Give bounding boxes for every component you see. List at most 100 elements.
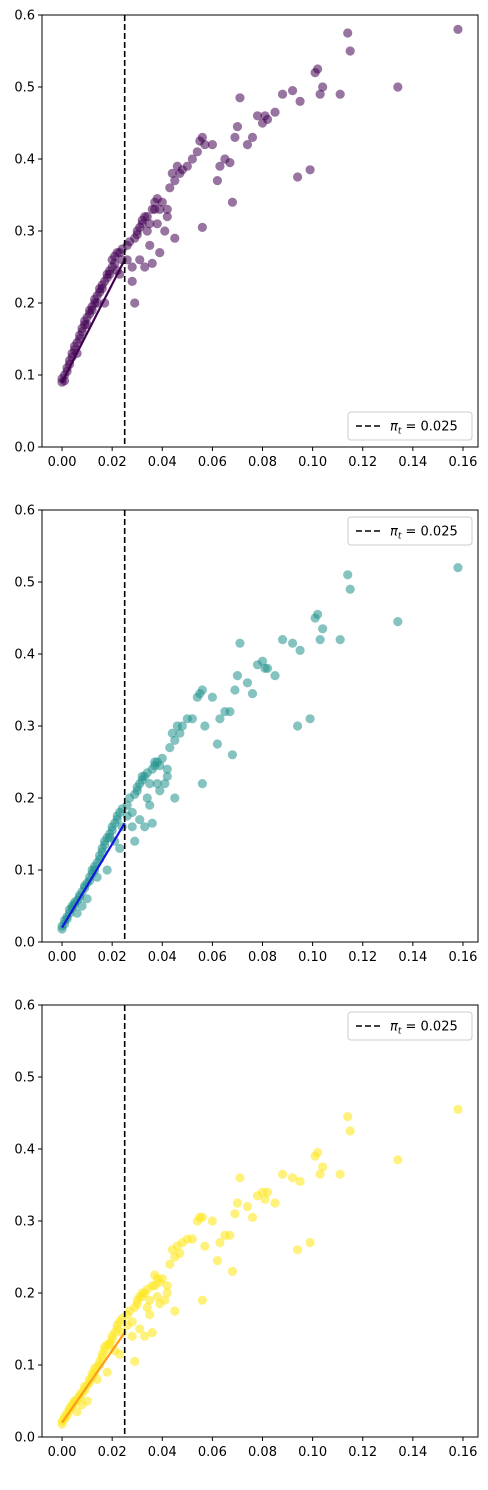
scatter-point: [140, 1331, 150, 1341]
x-tick-label: 0.12: [348, 1445, 377, 1460]
legend-box: [347, 1011, 473, 1041]
y-tick-label: 0.1: [14, 1359, 35, 1374]
scatter-point: [207, 140, 217, 150]
scatter-point: [182, 161, 192, 171]
scatter-point: [318, 82, 328, 92]
scatter-point: [295, 1176, 305, 1186]
y-tick-label: 0.5: [14, 576, 35, 591]
scatter-point: [142, 793, 152, 803]
scatter-point: [343, 570, 353, 580]
scatter-point: [145, 219, 155, 229]
scatter-point: [130, 298, 140, 308]
scatter-point: [162, 212, 172, 222]
scatter-point: [393, 82, 403, 92]
y-tick-label: 0.1: [14, 369, 35, 384]
scatter-point: [177, 721, 187, 731]
scatter-point: [197, 1295, 207, 1305]
scatter-point: [197, 132, 207, 142]
x-tick-label: 0.08: [248, 455, 277, 470]
scatter-point: [82, 1396, 92, 1406]
scatter-point: [197, 222, 207, 232]
scatter-point: [453, 24, 463, 34]
scatter-point: [242, 1202, 253, 1212]
x-tick-label: 0.14: [398, 950, 427, 965]
scatter-point: [225, 158, 235, 168]
scatter-point: [230, 685, 240, 695]
scatter-point: [127, 276, 137, 286]
scatter-point: [165, 1259, 175, 1269]
scatter-point: [232, 671, 243, 681]
scatter-point: [287, 86, 298, 96]
scatter-point: [142, 226, 152, 236]
scatter-point: [207, 692, 217, 702]
scatter-point: [167, 168, 177, 178]
scatter-point: [313, 609, 323, 620]
scatter-point: [315, 1169, 325, 1179]
scatter-point: [152, 779, 162, 789]
chart-panel-3: 0.00 0.02 0.04 0.06 0.08 0.10 0.12 0.14 0.16 0.0 0…: [14, 999, 479, 1460]
scatter-point: [215, 714, 225, 724]
x-tick-label: 0.00: [48, 1445, 77, 1460]
scatter-point: [140, 262, 150, 272]
x-tick-label: 0.16: [448, 950, 477, 965]
scatter-point: [230, 1209, 240, 1219]
scatter-point: [145, 779, 155, 789]
scatter-point: [200, 721, 210, 731]
scatter-point: [262, 663, 273, 674]
chart-panel-2: 0.00 0.02 0.04 0.06 0.08 0.10 0.12 0.14 0.16 0.0 0…: [14, 504, 479, 965]
fit-line: [61, 822, 126, 929]
scatter-point: [335, 1169, 345, 1179]
scatter-point: [212, 176, 223, 186]
scatter-point: [155, 786, 165, 796]
y-tick-label: 0.3: [14, 225, 35, 240]
x-tick-label: 0.08: [248, 1445, 277, 1460]
scatter-point: [313, 1148, 323, 1158]
scatter-point: [315, 635, 325, 645]
scatter-point: [295, 645, 305, 656]
scatter-point: [127, 262, 137, 272]
scatter-point: [160, 1295, 170, 1305]
scatter-point: [277, 1169, 288, 1179]
scatter-point: [145, 1295, 155, 1305]
scatter-point: [270, 107, 280, 117]
y-tick-label: 0.3: [14, 1215, 35, 1230]
y-tick-label: 0.4: [14, 1143, 35, 1158]
scatter-point: [305, 165, 315, 175]
scatter-point: [318, 624, 328, 634]
scatter-point: [187, 154, 197, 164]
scatter-point: [187, 714, 197, 724]
scatter-point: [393, 1155, 403, 1165]
chart-panel-1: 0.00 0.02 0.04 0.06 0.08 0.10 0.12 0.14 0.16 0.0 0…: [14, 9, 479, 470]
y-tick-label: 0.0: [14, 936, 35, 951]
scatter-point: [292, 1245, 303, 1255]
y-tick-label: 0.5: [14, 81, 35, 96]
y-tick-label: 0.1: [14, 864, 35, 879]
scatter-point: [157, 753, 167, 764]
scatter-point: [235, 638, 245, 648]
scatter-point: [147, 818, 157, 828]
scatter-point: [200, 140, 210, 150]
y-tick-label: 0.6: [14, 9, 35, 24]
y-tick-label: 0.0: [14, 441, 35, 456]
legend-box: [347, 516, 473, 546]
scatter-point: [242, 678, 253, 688]
scatter-point: [115, 1349, 125, 1359]
scatter-point: [165, 743, 175, 753]
scatter-point: [232, 122, 243, 132]
scatter-point: [92, 298, 102, 308]
x-tick-label: 0.00: [48, 455, 77, 470]
x-tick-label: 0.14: [398, 1445, 427, 1460]
scatter-point: [127, 1331, 137, 1341]
y-tick-label: 0.3: [14, 720, 35, 735]
scatter-point: [147, 1328, 157, 1338]
scatter-point: [152, 1292, 162, 1302]
scatter-point: [82, 894, 92, 904]
legend-label: πt = 0.025: [390, 525, 458, 542]
scatter-point: [197, 779, 207, 789]
scatter-point: [335, 89, 345, 99]
scatter-points: [57, 1104, 463, 1429]
scatter-point: [305, 714, 315, 724]
x-tick-label: 0.06: [198, 455, 227, 470]
scatter-point: [170, 735, 180, 746]
scatter-point: [160, 226, 170, 236]
